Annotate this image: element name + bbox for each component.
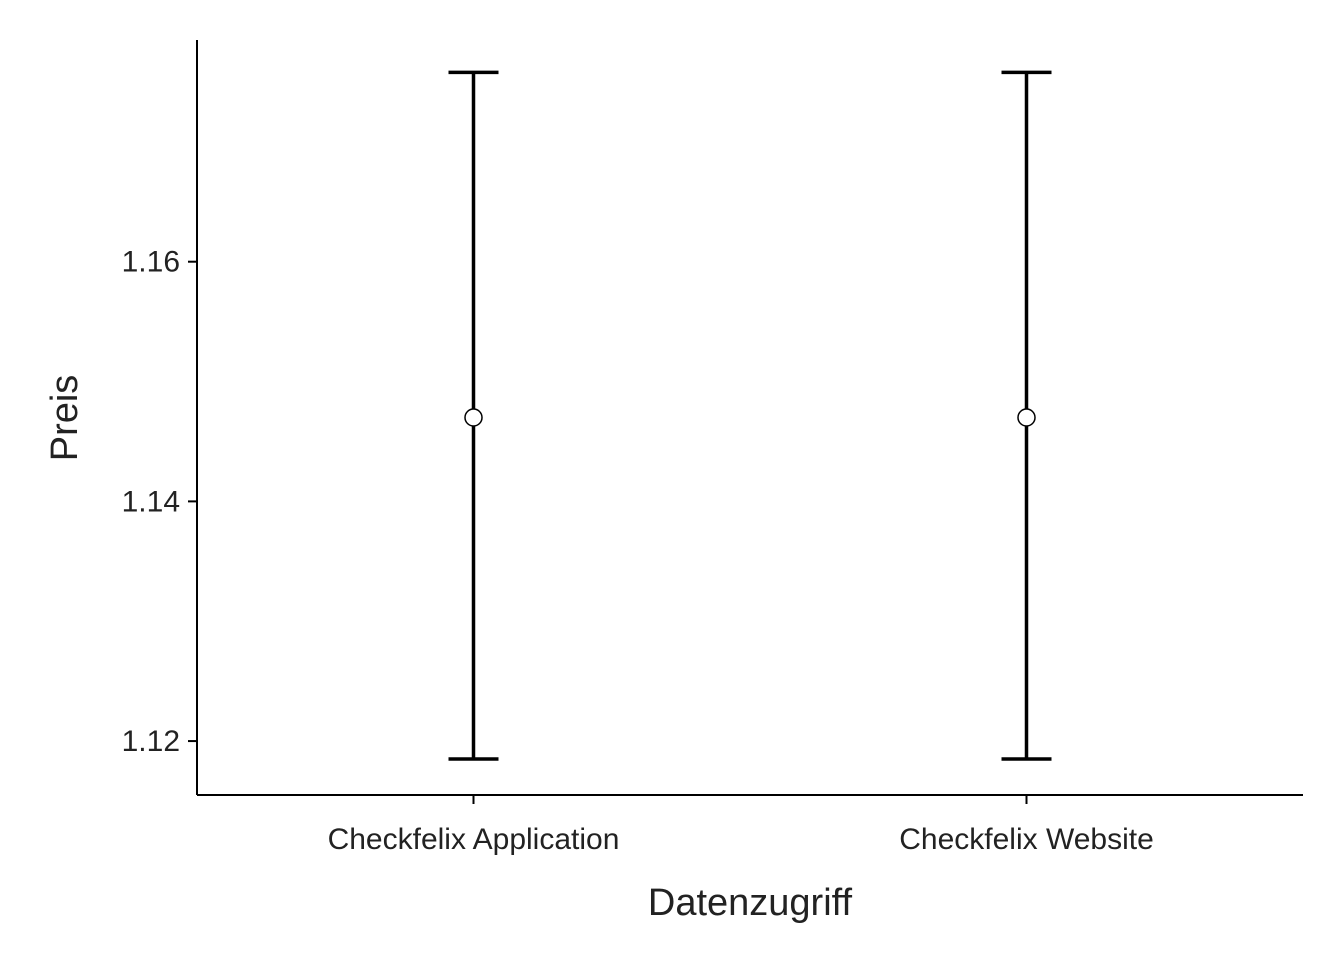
- y-tick-label: 1.12: [122, 725, 180, 758]
- x-tick-label: Checkfelix Application: [328, 823, 620, 856]
- x-tick-label: Checkfelix Website: [899, 823, 1154, 856]
- chart-marks: [448, 70, 1052, 761]
- mean-point: [464, 408, 483, 427]
- y-axis-title: Preis: [44, 375, 86, 462]
- mean-point: [1017, 408, 1036, 427]
- y-tick-label: 1.14: [122, 485, 180, 518]
- x-axis-title: Datenzugriff: [648, 882, 853, 924]
- axes: 1.12 1.14 1.16 Checkfelix Application Checkf…: [122, 40, 1303, 856]
- y-tick-label: 1.16: [122, 246, 180, 279]
